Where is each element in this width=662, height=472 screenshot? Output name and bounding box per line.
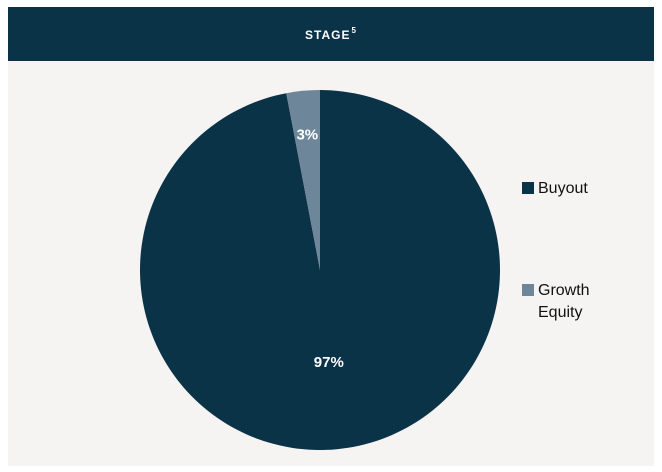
- legend-item-growth-equity: Growth Equity: [522, 280, 642, 324]
- chart-title-text: STAGE: [305, 27, 351, 42]
- title-footnote: 5: [351, 25, 357, 35]
- pie-slices: [140, 90, 501, 451]
- pie-slice-growth-equity: [286, 90, 320, 270]
- legend-swatch-growth-equity: [522, 284, 534, 296]
- chart-header: STAGE5: [8, 7, 654, 61]
- chart-title: STAGE5: [305, 25, 357, 42]
- legend-label-buyout: Buyout: [538, 180, 588, 197]
- slice-label-buyout: 97%: [314, 354, 344, 371]
- pie-slice-labels: 97% 3%: [296, 127, 343, 372]
- legend-swatch-buyout: [522, 182, 534, 194]
- legend-item-buyout: Buyout: [522, 178, 642, 200]
- legend-label-growth-equity: Growth Equity: [538, 282, 590, 321]
- slice-label-growth-equity: 3%: [296, 127, 318, 144]
